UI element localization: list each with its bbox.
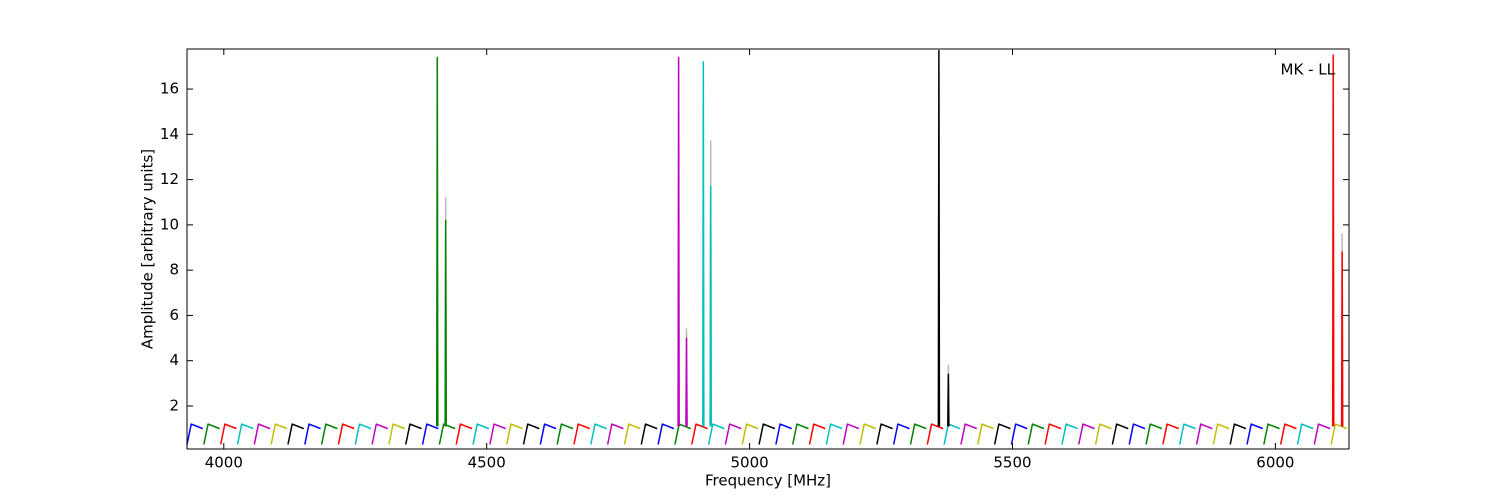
spectrum-line <box>219 423 1297 445</box>
spectrum-line <box>287 423 1247 445</box>
x-axis-label: Frequency [MHz] <box>705 472 831 490</box>
annotation: MK - LL <box>1281 61 1336 79</box>
x-tick-label: 4500 <box>468 454 506 472</box>
plot-area <box>186 49 1348 445</box>
y-tick-label: 6 <box>169 306 179 324</box>
y-tick-label: 10 <box>160 215 179 233</box>
y-tick-label: 16 <box>160 80 179 98</box>
spectrum-line <box>937 49 950 427</box>
y-tick-label: 14 <box>160 125 179 143</box>
y-axis-label: Amplitude [arbitrary units] <box>139 149 157 349</box>
spectrum-line <box>1331 54 1344 427</box>
spectrum-line <box>270 423 1348 445</box>
spectrum-line <box>436 56 447 427</box>
spectrum-line <box>186 423 1264 445</box>
x-tick-label: 5500 <box>993 454 1031 472</box>
y-tick-label: 12 <box>160 170 179 188</box>
y-tick-label: 8 <box>169 261 179 279</box>
x-tick-label: 5000 <box>731 454 769 472</box>
spectrum-line <box>702 61 712 427</box>
axes-frame <box>186 48 1350 450</box>
x-tick-label: 6000 <box>1256 454 1294 472</box>
spectrum-line <box>677 56 688 427</box>
y-tick-label: 2 <box>169 396 179 414</box>
spectrum-line <box>253 423 1331 445</box>
x-tick-label: 4000 <box>205 454 243 472</box>
spectrum-line <box>444 140 1344 427</box>
y-tick-label: 4 <box>169 351 179 369</box>
